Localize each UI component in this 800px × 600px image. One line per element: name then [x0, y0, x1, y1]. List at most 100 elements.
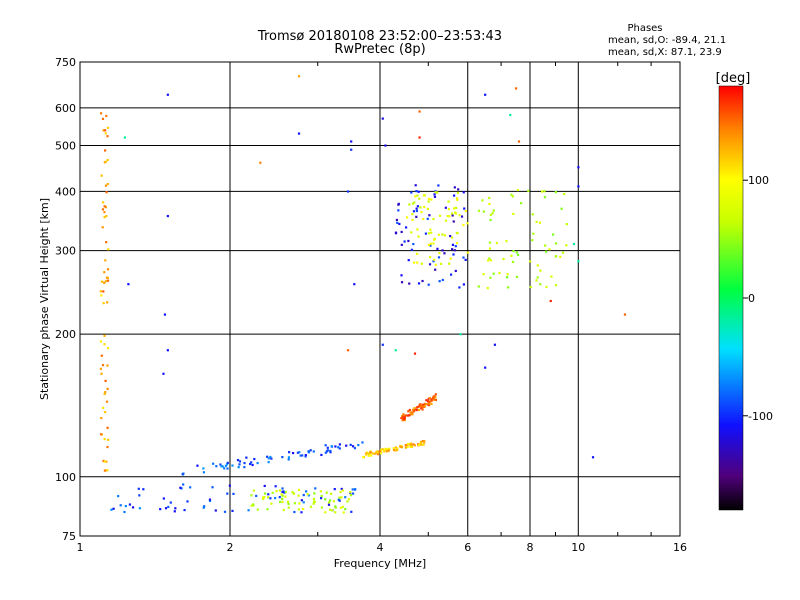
cluster-point [452, 194, 456, 197]
cluster-point [284, 490, 287, 494]
cluster-point [304, 453, 307, 457]
cluster-point [384, 447, 387, 450]
cluster-point [411, 218, 414, 221]
cluster-point [392, 447, 395, 450]
cluster-point [293, 510, 296, 514]
cluster-point [138, 507, 141, 510]
cluster-point [339, 506, 343, 509]
cluster-point [324, 511, 327, 514]
sparse-point [577, 260, 580, 263]
cluster-point [252, 504, 255, 507]
cluster-point [444, 219, 448, 222]
cluster-point [105, 400, 109, 403]
cluster-point [538, 221, 542, 224]
cluster-point [105, 241, 108, 244]
cluster-point [452, 220, 455, 223]
cluster-point [215, 465, 218, 468]
cluster-point [223, 467, 226, 470]
cluster-point [103, 469, 107, 472]
cluster-point [408, 414, 411, 417]
cluster-point [565, 244, 568, 247]
cluster-point [491, 212, 494, 215]
sparse-point [350, 148, 353, 151]
cluster-point [331, 509, 334, 512]
x-tick-label: 2 [227, 541, 234, 554]
cluster-point [297, 488, 301, 491]
cluster-point [416, 228, 419, 231]
cluster-point [434, 191, 437, 194]
cluster-point [225, 463, 229, 466]
cluster-point [511, 260, 515, 264]
cluster-point [554, 242, 558, 245]
sparse-point [384, 144, 387, 147]
cluster-point [394, 446, 397, 449]
cluster-point [404, 446, 407, 449]
cluster-point [202, 471, 205, 474]
cluster-point [100, 416, 103, 420]
cluster-point [214, 509, 217, 512]
cluster-point [455, 197, 459, 200]
cluster-point [107, 438, 110, 441]
cluster-point [404, 444, 407, 447]
cluster-point [434, 396, 437, 399]
y-tick-label: 75 [62, 530, 76, 543]
cluster-point [211, 486, 214, 489]
cluster-point [417, 443, 421, 446]
cluster-point [361, 441, 364, 444]
cluster-point [351, 492, 355, 495]
cluster-point [403, 416, 406, 419]
cluster-point [428, 396, 432, 400]
cluster-point [319, 497, 323, 500]
cluster-point [488, 202, 491, 206]
cluster-point [466, 222, 469, 225]
cluster-point [339, 490, 342, 494]
stats-heading: Phases [627, 23, 662, 34]
colorbar-tick-label: 0 [748, 292, 755, 305]
cluster-point [281, 494, 284, 497]
cluster-point [535, 279, 538, 282]
cluster-point [412, 210, 416, 213]
cluster-point [278, 500, 282, 504]
cluster-point [103, 205, 106, 208]
cluster-point [332, 500, 336, 503]
cluster-point [449, 234, 452, 238]
cluster-point [101, 208, 105, 211]
cluster-point [329, 450, 332, 453]
cluster-point [286, 500, 290, 504]
cluster-point [263, 496, 266, 499]
x-tick-label: 4 [377, 541, 384, 554]
chart-subtitle: RwPretec (8p) [334, 42, 425, 57]
cluster-point [527, 189, 530, 192]
cluster-point [367, 454, 370, 457]
cluster-point [256, 508, 259, 511]
cluster-point [425, 399, 428, 402]
cluster-point [419, 405, 422, 408]
cluster-point [427, 402, 430, 405]
cluster-point [429, 228, 432, 231]
grid-lines [80, 62, 680, 536]
cluster-point [362, 456, 365, 459]
cluster-point [99, 290, 102, 293]
cluster-point [436, 191, 439, 194]
cluster-point [269, 497, 272, 500]
cluster-point [328, 508, 332, 511]
sparse-point [127, 283, 130, 286]
cluster-point [349, 493, 353, 497]
cluster-point [298, 502, 301, 505]
cluster-point [287, 506, 290, 509]
cluster-point [416, 252, 419, 255]
cluster-point [436, 247, 439, 250]
cluster-point [415, 207, 418, 210]
cluster-point [349, 443, 352, 447]
cluster-point [298, 451, 301, 454]
cluster-point [432, 395, 435, 398]
cluster-point [409, 411, 412, 414]
cluster-point [441, 249, 444, 252]
cluster-point [421, 443, 425, 446]
cluster-point [262, 496, 265, 499]
cluster-point [428, 263, 432, 266]
cluster-point [388, 448, 391, 451]
cluster-point [516, 253, 520, 256]
cluster-point [350, 510, 353, 513]
cluster-point [376, 450, 379, 454]
